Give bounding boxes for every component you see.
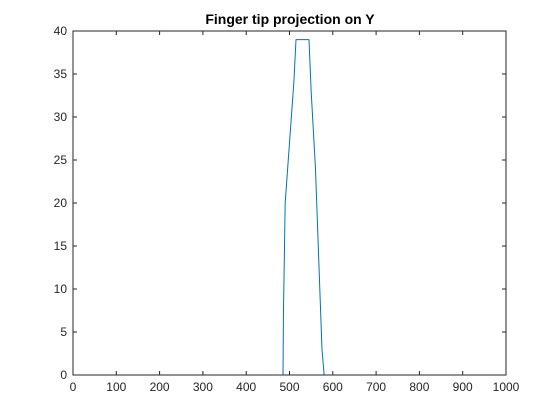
x-tick-label: 800 — [409, 380, 429, 394]
series-line — [73, 39, 496, 376]
y-tick-label: 5 — [60, 325, 67, 339]
y-tick-label: 30 — [54, 110, 68, 124]
y-tick-label: 10 — [54, 282, 68, 296]
x-tick-label: 200 — [150, 380, 170, 394]
y-tick-label: 0 — [60, 368, 67, 382]
x-tick-label: 0 — [70, 380, 77, 394]
chart-title: Finger tip projection on Y — [205, 11, 375, 27]
y-tick-label: 20 — [54, 196, 68, 210]
x-tick-label: 300 — [193, 380, 213, 394]
x-tick-label: 900 — [453, 380, 473, 394]
y-tick-label: 15 — [54, 239, 68, 253]
x-tick-label: 400 — [236, 380, 256, 394]
y-tick-label: 25 — [54, 153, 68, 167]
x-tick-label: 700 — [366, 380, 386, 394]
x-tick-label: 600 — [323, 380, 343, 394]
series-group — [73, 39, 496, 376]
axis-ticks: 0 100 200 300 400 500 600 700 800 900 1000 0 5 10 15 20… — [54, 24, 520, 394]
y-tick-label: 35 — [54, 67, 68, 81]
y-tick-label: 40 — [54, 24, 68, 38]
x-tick-label: 1000 — [493, 380, 520, 394]
axes-box — [72, 30, 507, 376]
plot-area — [73, 31, 506, 375]
x-tick-label: 500 — [279, 380, 299, 394]
x-tick-label: 100 — [106, 380, 126, 394]
